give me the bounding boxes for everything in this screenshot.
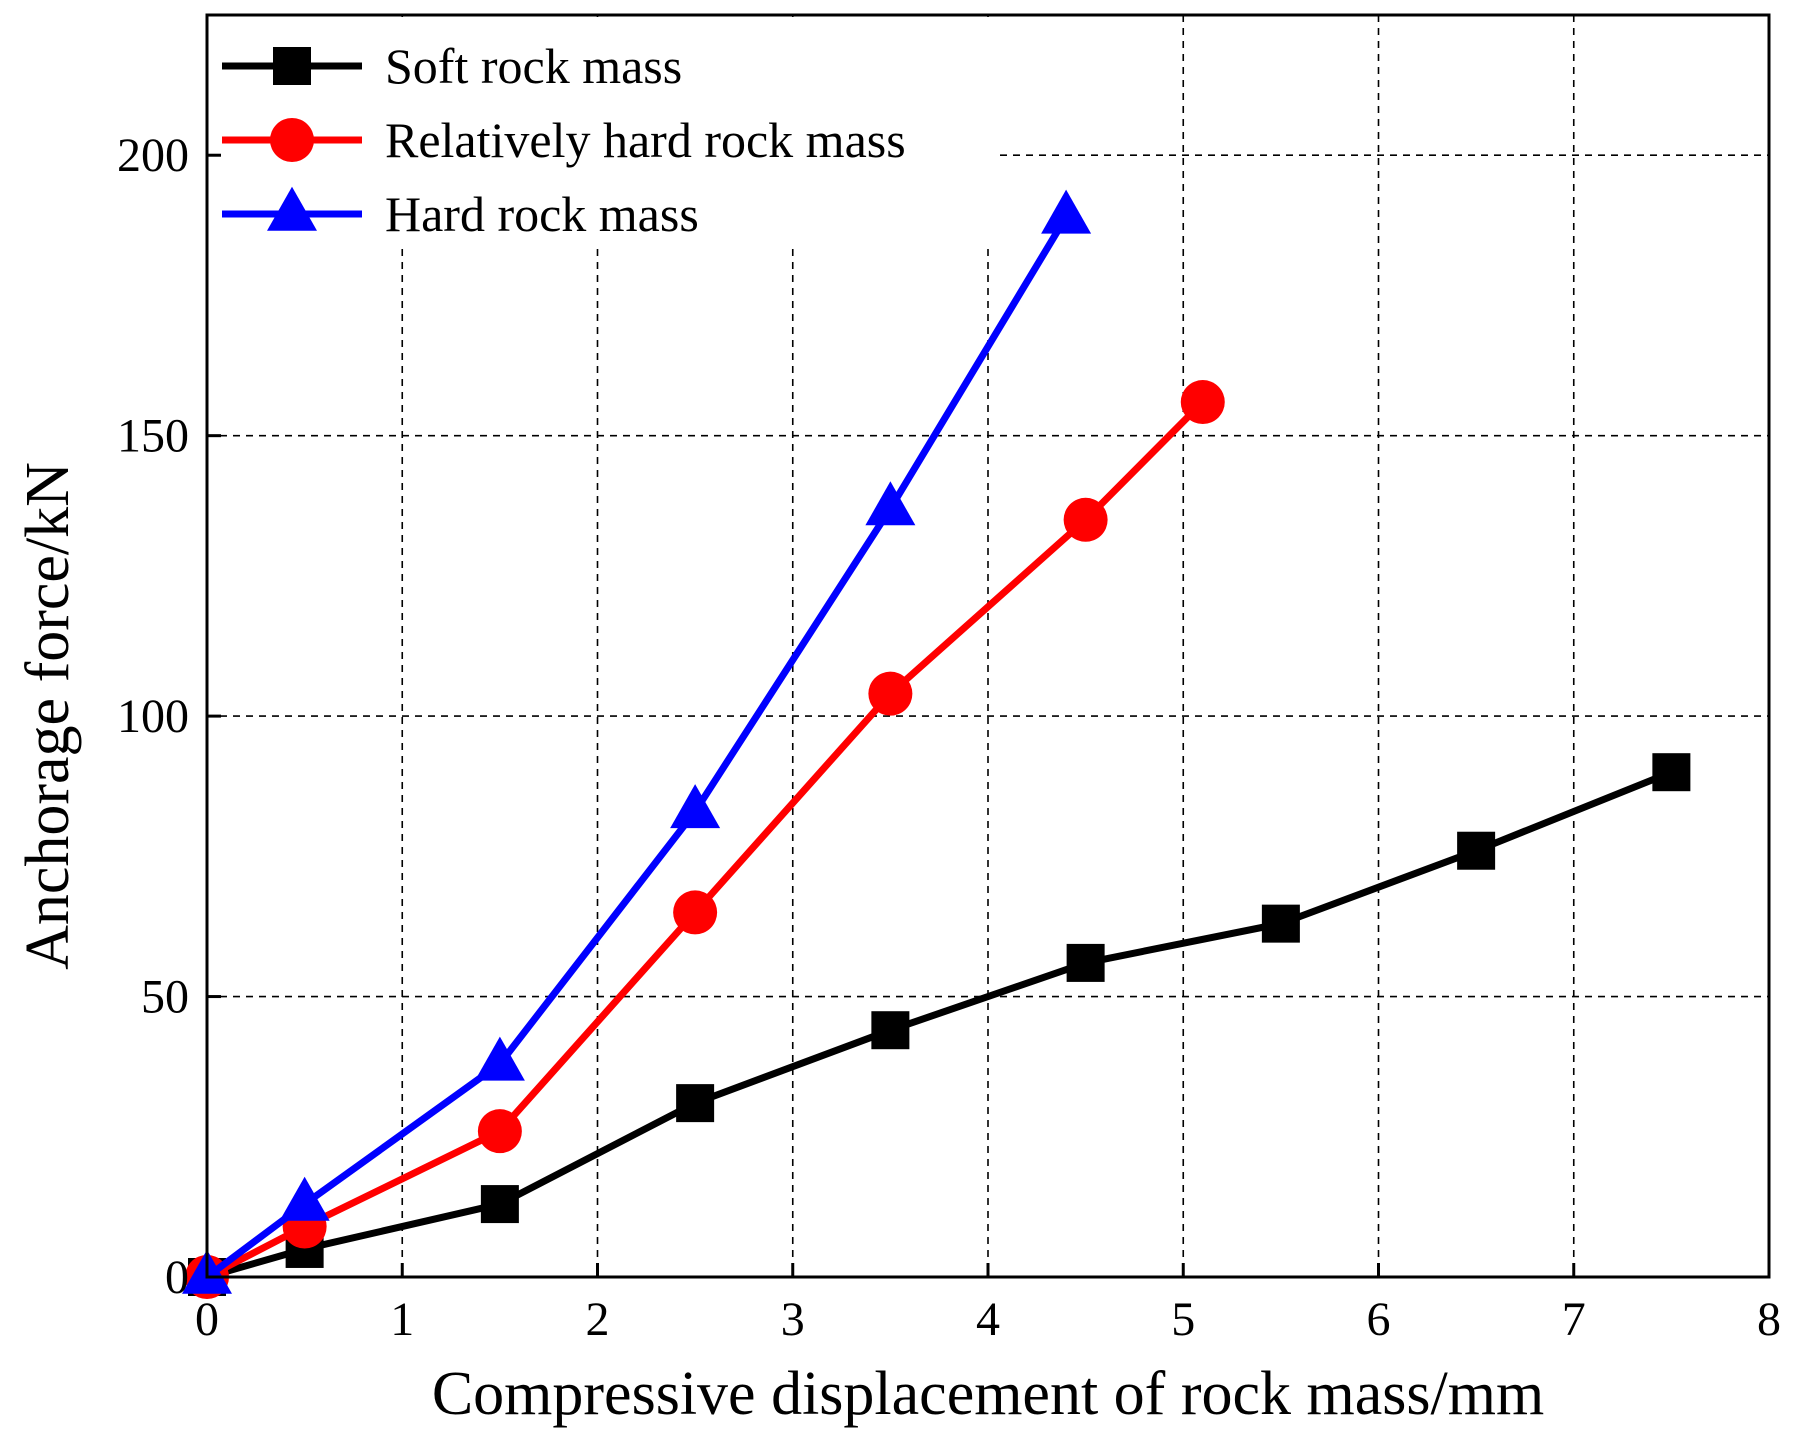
x-tick-label: 0 <box>195 1293 219 1346</box>
series-line <box>206 768 1673 1281</box>
legend-marker-circle <box>270 118 314 162</box>
series-soft-rock-mass <box>188 753 1691 1296</box>
data-point-triangle <box>474 1036 525 1081</box>
x-tick-label: 3 <box>781 1293 805 1346</box>
x-tick-label: 5 <box>1171 1293 1195 1346</box>
legend-entry: Soft rock mass <box>222 38 682 94</box>
series-relatively-hard-rock-mass <box>185 380 1225 1299</box>
data-point-circle <box>1180 380 1225 425</box>
x-tick-label: 6 <box>1367 1293 1391 1346</box>
legend-label: Relatively hard rock mass <box>385 112 906 168</box>
x-tick-label: 1 <box>390 1293 414 1346</box>
x-axis-title: Compressive displacement of rock mass/mm <box>432 1360 1544 1428</box>
data-point-square <box>871 1011 910 1050</box>
data-point-square <box>1652 753 1691 792</box>
data-point-triangle <box>279 1176 330 1221</box>
data-point-square <box>1066 943 1105 982</box>
y-axis-title: Anchorage force/kN <box>14 462 82 970</box>
x-tick-label: 8 <box>1757 1293 1781 1346</box>
legend-label: Hard rock mass <box>385 186 699 242</box>
axis-layer: 0 1 2 3 4 5 6 7 8 0 50 100 150 200 <box>117 13 1781 1346</box>
data-point-circle <box>477 1109 522 1154</box>
legend-entry: Hard rock mass <box>222 186 699 242</box>
y-tick-label: 0 <box>165 1251 189 1304</box>
data-point-square <box>480 1185 519 1224</box>
legend-box <box>209 17 999 249</box>
legend-marker-triangle <box>267 186 317 231</box>
data-point-triangle <box>670 784 721 829</box>
data-point-circle <box>1063 497 1108 542</box>
x-tick-label: 7 <box>1562 1293 1586 1346</box>
legend-background <box>209 17 999 249</box>
y-tick-label: 100 <box>117 690 189 743</box>
series-line <box>204 215 1070 1280</box>
x-tick-label: 2 <box>586 1293 610 1346</box>
y-tick-label: 150 <box>117 410 189 463</box>
y-tick-label: 200 <box>117 129 189 182</box>
series-line <box>205 399 1206 1281</box>
data-point-square <box>676 1084 715 1123</box>
data-point-triangle <box>1041 189 1092 234</box>
data-point-triangle <box>865 481 916 526</box>
legend-marker-square <box>273 47 311 85</box>
y-tick-label: 50 <box>141 971 189 1024</box>
data-point-square <box>1261 904 1300 943</box>
legend-entry: Relatively hard rock mass <box>222 112 906 168</box>
data-point-circle <box>868 671 913 716</box>
series-hard-rock-mass <box>182 189 1092 1294</box>
data-point-circle <box>673 890 718 935</box>
legend: Soft rock mass Relatively hard rock mass H… <box>222 38 906 242</box>
legend-label: Soft rock mass <box>385 38 682 94</box>
series-layer <box>182 189 1691 1299</box>
data-point-square <box>1457 831 1496 870</box>
x-tick-label: 4 <box>976 1293 1000 1346</box>
